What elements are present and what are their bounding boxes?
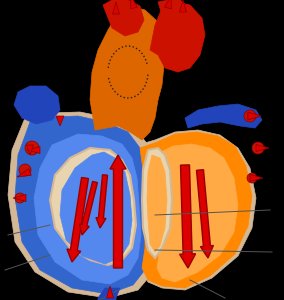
Polygon shape — [142, 148, 172, 258]
Circle shape — [19, 164, 31, 176]
Polygon shape — [110, 155, 126, 268]
Polygon shape — [90, 6, 164, 140]
Polygon shape — [14, 86, 60, 124]
Polygon shape — [98, 288, 120, 300]
Polygon shape — [131, 0, 137, 9]
Polygon shape — [138, 130, 256, 290]
Polygon shape — [165, 0, 172, 9]
Polygon shape — [155, 144, 238, 282]
Polygon shape — [27, 146, 40, 154]
Polygon shape — [50, 148, 136, 265]
Polygon shape — [15, 116, 153, 294]
Polygon shape — [197, 170, 213, 258]
Polygon shape — [140, 132, 252, 288]
Polygon shape — [248, 112, 261, 119]
Polygon shape — [185, 104, 262, 128]
Polygon shape — [248, 112, 261, 120]
Circle shape — [25, 141, 39, 155]
Polygon shape — [179, 165, 196, 268]
Polygon shape — [250, 175, 263, 182]
Polygon shape — [56, 116, 64, 126]
Circle shape — [252, 142, 264, 154]
Polygon shape — [26, 145, 34, 155]
Polygon shape — [158, 0, 192, 30]
Polygon shape — [179, 0, 187, 12]
Circle shape — [247, 173, 257, 183]
Circle shape — [244, 110, 256, 122]
Polygon shape — [8, 112, 162, 298]
Polygon shape — [103, 0, 144, 36]
Polygon shape — [13, 194, 26, 202]
Polygon shape — [256, 145, 269, 152]
Polygon shape — [60, 152, 132, 264]
Polygon shape — [106, 286, 114, 298]
Polygon shape — [17, 169, 31, 177]
Polygon shape — [147, 155, 167, 252]
Polygon shape — [150, 2, 205, 72]
Polygon shape — [80, 182, 97, 235]
Polygon shape — [112, 2, 120, 14]
Polygon shape — [34, 134, 141, 284]
Polygon shape — [67, 178, 88, 262]
Circle shape — [15, 193, 25, 203]
Polygon shape — [96, 175, 107, 228]
